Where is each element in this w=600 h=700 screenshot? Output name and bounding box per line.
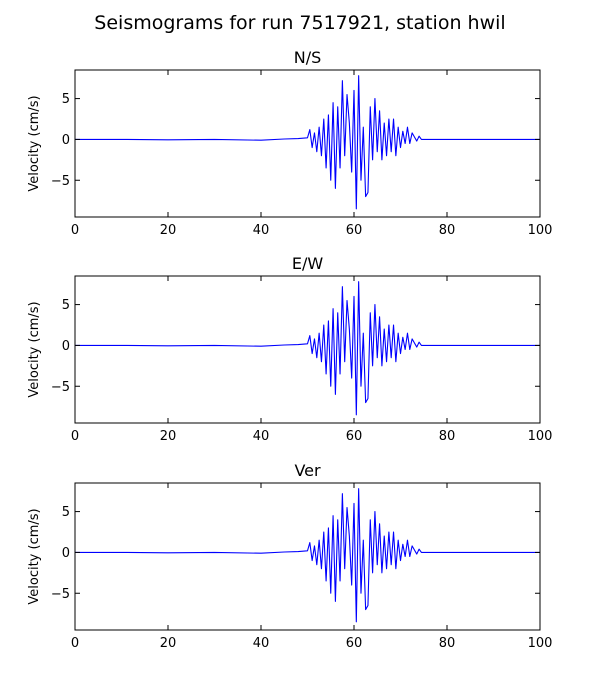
panel-title-ver: Ver [294,461,321,480]
x-tick-label-ns-0: 0 [71,223,79,238]
x-tick-label-ver-20: 20 [160,636,177,651]
panels-group: N/S Velocity (cm/s) 0 20 40 60 80 100 −5 0 5 E/W Vel… [27,48,552,651]
y-tick-label-ver-5: 5 [62,505,70,520]
x-tick-label-ver-100: 100 [528,636,553,651]
figure-title: Seismograms for run 7517921, station hwi… [94,12,505,34]
y-tick-label-ew-0: 0 [62,339,70,354]
x-tick-label-ver-60: 60 [346,636,363,651]
panel-ver: Ver Velocity (cm/s) 0 20 40 60 80 100 −5 0 5 [27,461,552,651]
x-tick-label-ver-80: 80 [439,636,456,651]
x-tick-label-ns-60: 60 [346,223,363,238]
panel-title-ew: E/W [292,254,324,273]
y-tick-label-ew-5: 5 [62,298,70,313]
plot-frame-ns [74,69,541,218]
series-line-ns [75,75,540,210]
x-tick-label-ns-100: 100 [528,223,553,238]
y-tick-label-ew--5: −5 [51,380,70,395]
x-tick-label-ew-20: 20 [160,429,177,444]
panel-title-ns: N/S [294,48,322,67]
y-tick-label-ns-5: 5 [62,92,70,107]
series-line-ew [75,281,540,416]
x-tick-label-ew-0: 0 [71,429,79,444]
x-tick-label-ns-40: 40 [253,223,270,238]
x-tick-label-ew-60: 60 [346,429,363,444]
plot-frame-ew [74,275,541,424]
y-tick-label-ver-0: 0 [62,546,70,561]
y-tick-label-ver--5: −5 [51,587,70,602]
y-axis-label-ns: Velocity (cm/s) [27,95,42,191]
panel-ew: E/W Velocity (cm/s) 0 20 40 60 80 100 −5 0 5 [27,254,552,444]
y-axis-label-ew: Velocity (cm/s) [27,301,42,397]
y-tick-label-ns--5: −5 [51,174,70,189]
x-tick-label-ver-0: 0 [71,636,79,651]
series-line-ver [75,488,540,623]
x-tick-label-ew-100: 100 [528,429,553,444]
x-tick-label-ew-40: 40 [253,429,270,444]
panel-ns: N/S Velocity (cm/s) 0 20 40 60 80 100 −5 0 5 [27,48,552,238]
x-tick-label-ns-80: 80 [439,223,456,238]
y-tick-label-ns-0: 0 [62,133,70,148]
x-tick-label-ver-40: 40 [253,636,270,651]
x-tick-label-ew-80: 80 [439,429,456,444]
x-tick-label-ns-20: 20 [160,223,177,238]
plot-frame-ver [74,482,541,631]
y-axis-label-ver: Velocity (cm/s) [27,508,42,604]
